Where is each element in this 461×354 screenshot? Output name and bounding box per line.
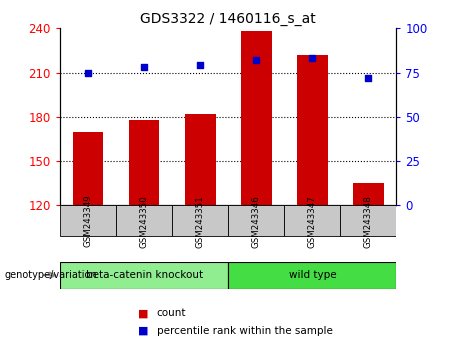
Point	[140, 64, 148, 70]
Text: GSM243351: GSM243351	[195, 195, 205, 247]
Bar	[297, 55, 328, 205]
Text: GSM243348: GSM243348	[364, 195, 373, 247]
Text: GSM243346: GSM243346	[252, 195, 261, 247]
Bar	[60, 205, 116, 236]
Bar	[185, 114, 216, 205]
Bar	[129, 120, 160, 205]
Bar	[340, 205, 396, 236]
Text: percentile rank within the sample: percentile rank within the sample	[157, 326, 333, 336]
Text: genotype/variation: genotype/variation	[5, 270, 97, 280]
Point	[84, 70, 92, 75]
Point	[196, 63, 204, 68]
Bar	[228, 205, 284, 236]
Bar	[353, 183, 384, 205]
Point	[253, 57, 260, 63]
Text: count: count	[157, 308, 186, 318]
Text: wild type: wild type	[289, 270, 336, 280]
Title: GDS3322 / 1460116_s_at: GDS3322 / 1460116_s_at	[140, 12, 316, 26]
Text: beta-catenin knockout: beta-catenin knockout	[85, 270, 203, 280]
Bar	[116, 205, 172, 236]
Point	[309, 56, 316, 61]
Bar	[228, 262, 396, 289]
Bar	[172, 205, 228, 236]
Text: GSM243347: GSM243347	[308, 195, 317, 247]
Text: ■: ■	[138, 308, 149, 318]
Bar	[72, 132, 103, 205]
Bar	[60, 262, 228, 289]
Text: GSM243349: GSM243349	[83, 195, 93, 247]
Bar	[241, 31, 272, 205]
Text: GSM243350: GSM243350	[140, 195, 148, 247]
Text: ■: ■	[138, 326, 149, 336]
Point	[365, 75, 372, 81]
Bar	[284, 205, 340, 236]
